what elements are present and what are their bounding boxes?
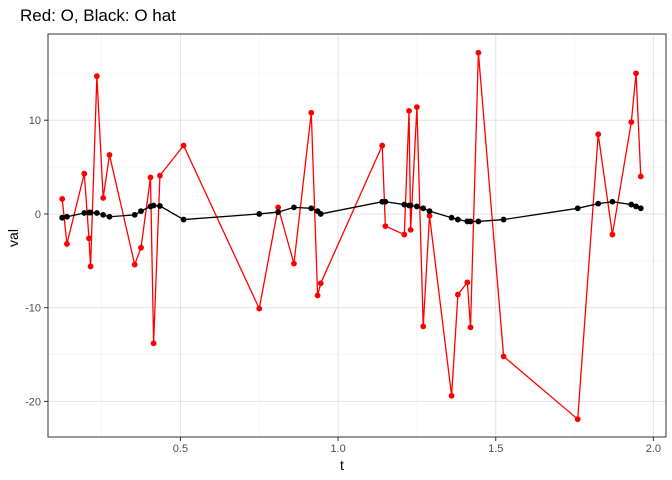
- series-0-point: [467, 324, 474, 331]
- chart-title: Red: O, Black: O hat: [20, 6, 176, 25]
- x-tick-label: 1.5: [488, 443, 503, 455]
- series-0-point: [275, 204, 282, 211]
- series-1-point: [633, 203, 639, 210]
- series-0-point: [628, 119, 635, 125]
- series-1-point: [59, 214, 66, 221]
- series-1-point: [64, 213, 70, 220]
- series-1-point: [448, 214, 455, 221]
- series-1-point: [157, 203, 163, 209]
- series-1-point: [81, 210, 88, 216]
- series-0-point: [64, 241, 70, 247]
- series-0-point: [407, 226, 414, 233]
- series-0-point: [464, 279, 471, 286]
- series-0-point: [382, 223, 389, 230]
- series-1-point: [100, 211, 107, 218]
- series-1-point: [467, 218, 474, 225]
- series-0-point: [256, 305, 263, 312]
- series-1-point: [414, 203, 420, 210]
- x-tick-label: 1.0: [330, 443, 345, 455]
- series-1-point: [150, 202, 157, 209]
- series-1-point: [420, 205, 427, 212]
- series-0-point: [500, 353, 507, 360]
- series-0-point: [595, 131, 602, 138]
- series-0-point: [87, 263, 94, 270]
- series-0-point: [574, 416, 581, 423]
- plot-panel: [47, 33, 667, 438]
- panel-background: [48, 34, 666, 437]
- y-axis: -20 -10 0 10: [25, 115, 48, 408]
- series-0-point: [81, 170, 88, 177]
- series-0-point: [401, 231, 408, 238]
- series-0-point: [100, 195, 107, 201]
- series-0-point: [147, 174, 154, 181]
- series-0-point: [150, 340, 157, 347]
- series-0-point: [138, 244, 144, 251]
- y-tick-label: 0: [35, 209, 41, 221]
- x-axis: 0.5 1.0 1.5 2.0: [173, 437, 661, 455]
- series-1-point: [93, 210, 100, 216]
- series-1-point: [407, 202, 414, 209]
- series-0-point: [131, 261, 138, 268]
- series-0-point: [86, 235, 92, 242]
- series-0-point: [291, 260, 297, 267]
- series-1-point: [401, 201, 408, 208]
- series-1-point: [291, 204, 297, 211]
- series-1-point: [574, 205, 581, 212]
- series-1-point: [500, 216, 507, 223]
- series-0-point: [420, 323, 427, 330]
- series-1-point: [382, 198, 389, 205]
- series-0-point: [426, 212, 433, 219]
- series-1-point: [308, 205, 315, 212]
- series-1-point: [628, 201, 635, 208]
- series-1-point: [317, 211, 324, 217]
- x-axis-title: t: [340, 457, 344, 473]
- series-1-point: [426, 208, 433, 215]
- series-0-point: [406, 107, 412, 114]
- y-tick-label: -20: [25, 396, 41, 408]
- y-axis-title: val: [5, 229, 21, 247]
- series-0-point: [106, 152, 113, 158]
- series-0-point: [317, 280, 324, 287]
- series-1-point: [131, 211, 138, 218]
- series-1-point: [138, 208, 144, 215]
- series-1-point: [637, 205, 644, 212]
- series-0-point: [157, 172, 163, 179]
- series-1-point: [595, 200, 602, 207]
- series-1-point: [180, 216, 187, 223]
- series-0-point: [314, 292, 321, 299]
- series-0-point: [637, 173, 644, 180]
- series-0-point: [475, 49, 482, 56]
- series-1-point: [475, 218, 482, 225]
- series-0-line: [61, 52, 642, 420]
- series-1-point: [87, 209, 94, 216]
- series-0-point: [93, 73, 100, 80]
- series-1-point: [275, 209, 282, 215]
- series-0-point: [454, 291, 461, 298]
- series-0-point: [308, 109, 315, 116]
- y-tick-label: 10: [29, 115, 41, 127]
- series-0-point: [59, 196, 66, 202]
- series-0-point: [633, 70, 639, 77]
- series-1-point: [609, 198, 616, 205]
- series-1-point: [256, 211, 263, 217]
- series-0-point: [180, 142, 187, 149]
- series-0-point: [448, 392, 455, 399]
- x-tick-label: 0.5: [173, 443, 188, 455]
- x-tick-label: 2.0: [646, 443, 661, 455]
- series-1-point: [106, 213, 113, 220]
- series-0-point: [379, 142, 386, 149]
- y-tick-label: -10: [25, 303, 41, 315]
- series-0-point: [609, 231, 616, 238]
- series-0-point: [414, 104, 420, 111]
- series-1-line: [62, 201, 642, 223]
- panel-border: [47, 33, 667, 438]
- series-1-point: [454, 216, 461, 223]
